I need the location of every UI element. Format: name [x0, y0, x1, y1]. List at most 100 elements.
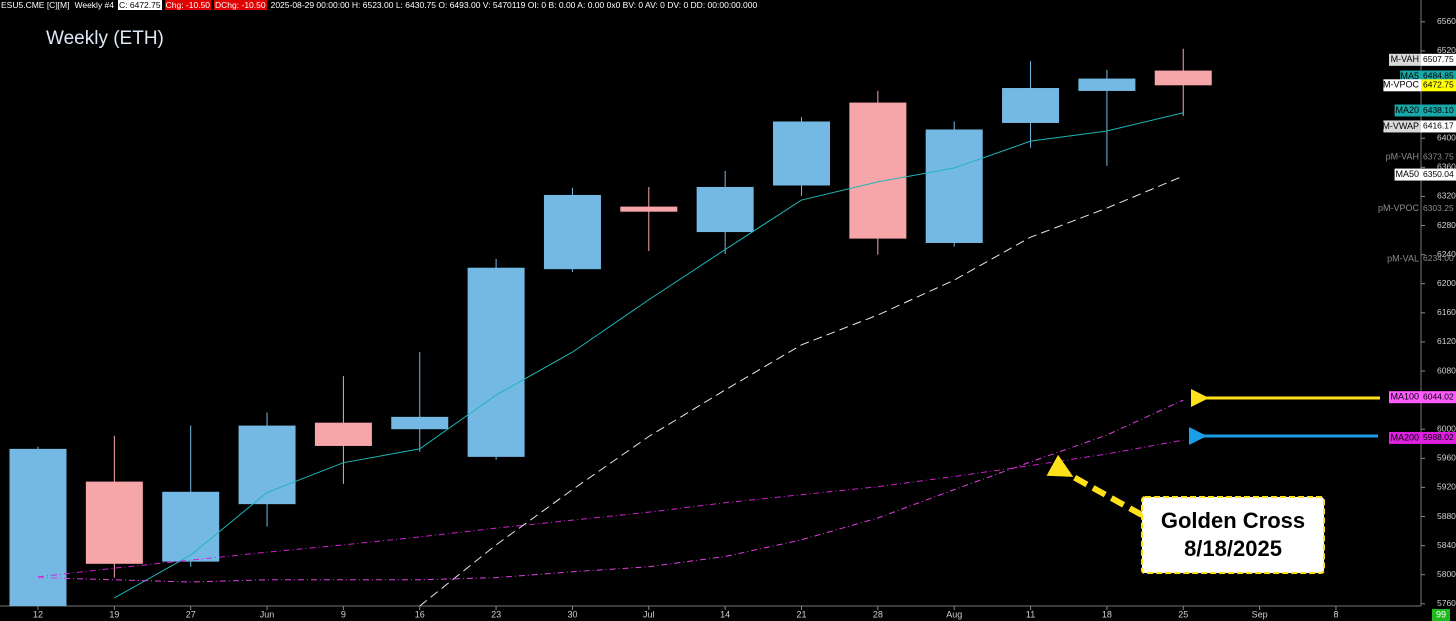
- y-tick-label: 6280: [1437, 220, 1456, 230]
- x-tick-label: 11: [1026, 609, 1035, 619]
- annotation: Golden Cross: [1161, 508, 1305, 533]
- x-tick-label: 18: [1102, 609, 1112, 619]
- price-tag-name: M-VWAP: [1382, 121, 1419, 131]
- x-tick-label: 9: [341, 609, 346, 619]
- y-tick-label: 5760: [1437, 598, 1456, 608]
- price-tag-name-bg: [1389, 53, 1421, 66]
- price-tag-name-bg: [1383, 79, 1421, 92]
- x-tick-label: 12: [33, 609, 43, 619]
- x-tick-label: 25: [1178, 609, 1188, 619]
- y-tick-label: 5840: [1437, 540, 1456, 550]
- price-tag-label: 6350.04: [1423, 169, 1454, 179]
- price-tag-label: 6484.85: [1423, 71, 1454, 81]
- price-tag: [1421, 168, 1456, 181]
- price-tag-name: pM-VPOC: [1378, 203, 1420, 213]
- y-tick-label: 6160: [1437, 307, 1456, 317]
- candle-body: [467, 267, 525, 457]
- header-field: DChg: -10.50: [214, 0, 267, 10]
- candle-body: [925, 129, 983, 243]
- x-tick-label: 30: [567, 609, 577, 619]
- price-tag: [1421, 120, 1456, 133]
- y-tick-label: 6320: [1437, 191, 1456, 201]
- y-tick-label: 5800: [1437, 569, 1456, 579]
- y-tick-label: 6400: [1437, 132, 1456, 142]
- moving-average-line: [419, 175, 1184, 606]
- x-tick-label: 23: [491, 609, 501, 619]
- candle-body: [1002, 88, 1060, 123]
- candle-body: [1078, 78, 1136, 91]
- y-tick-label: 6000: [1437, 423, 1456, 433]
- price-tag-name-bg: [1383, 120, 1421, 133]
- y-tick-label: 6360: [1437, 162, 1456, 172]
- x-tick-label: 28: [873, 609, 883, 619]
- arrow: [1046, 454, 1144, 518]
- x-tick-label: 14: [720, 609, 730, 619]
- candle-body: [85, 481, 143, 564]
- y-tick-label: 6240: [1437, 249, 1456, 259]
- y-tick-label: 5920: [1437, 482, 1456, 492]
- corner-box: [1432, 609, 1450, 621]
- candle-body: [1154, 70, 1212, 86]
- price-tag-label: 6303.25: [1423, 203, 1454, 213]
- y-tick-label: 6120: [1437, 336, 1456, 346]
- header-field: ESU5.CME [C][M]: [1, 0, 70, 10]
- chart-title: Weekly (ETH): [46, 28, 164, 49]
- price-tag: [1421, 104, 1456, 117]
- annotation: 8/18/2025: [1184, 536, 1282, 561]
- header-field: Chg: -10.50: [164, 0, 212, 10]
- y-tick-label: 6560: [1437, 16, 1456, 26]
- x-tick-label: Aug: [946, 609, 962, 619]
- price-tag-label: 6507.75: [1423, 54, 1454, 64]
- x-tick-label: Jul: [643, 609, 655, 619]
- corner-label: 99: [1436, 609, 1446, 619]
- candle-body: [696, 186, 754, 233]
- header-field: Weekly #4: [74, 0, 115, 10]
- price-tag-name: MA100: [1390, 392, 1419, 402]
- price-tag-name: MA20: [1395, 105, 1419, 115]
- moving-average-line: [37, 399, 1184, 583]
- price-tag: [1421, 79, 1456, 92]
- price-tag-label: 6234.00: [1423, 253, 1454, 263]
- price-tag-name: pM-VAL: [1387, 253, 1419, 263]
- x-tick-label: 16: [415, 609, 425, 619]
- y-tick-label: 6200: [1437, 278, 1456, 288]
- plot-area: [9, 48, 1212, 606]
- price-tag-label: 6416.17: [1423, 121, 1454, 131]
- price-tag-label: 5988.02: [1423, 432, 1454, 442]
- x-tick-label: 27: [186, 609, 196, 619]
- price-tag: [1421, 391, 1456, 404]
- price-tag-name: M-VAH: [1391, 54, 1419, 64]
- x-tick-label: Sep: [1252, 609, 1268, 619]
- x-tick-label: Jun: [260, 609, 275, 619]
- price-tag-name-bg: [1389, 431, 1421, 444]
- y-tick-label: 6520: [1437, 45, 1456, 55]
- price-tag-label: 6044.02: [1423, 391, 1454, 401]
- price-tag-name-bg: [1389, 391, 1421, 404]
- candle-body: [849, 102, 907, 239]
- price-tag-name: MA200: [1390, 432, 1419, 442]
- price-tag-label: 6472.75: [1423, 80, 1454, 90]
- price-tag-name: MA50: [1395, 169, 1419, 179]
- annotation-box: [1141, 496, 1325, 574]
- header-field: C: 6472.75: [118, 0, 162, 10]
- candle-body: [391, 416, 449, 430]
- price-tag-name-bg: [1394, 168, 1421, 181]
- header-bar: ESU5.CME [C][M] Weekly #4 C: 6472.75 Chg: -…: [0, 0, 761, 11]
- price-tag-label: 6373.75: [1423, 152, 1454, 162]
- y-tick-label: 6080: [1437, 365, 1456, 375]
- candle-body: [543, 194, 601, 270]
- candle-body: [162, 491, 220, 562]
- candle-body: [9, 448, 67, 606]
- moving-average-line: [37, 439, 1184, 578]
- y-tick-label: 5880: [1437, 511, 1456, 521]
- candle-body: [238, 425, 296, 505]
- y-tick-label: 5960: [1437, 453, 1456, 463]
- price-tag: [1421, 53, 1456, 66]
- header-field: 2025-08-29 00:00:00 H: 6523.00 L: 6430.7…: [270, 0, 758, 10]
- price-tag: [1421, 431, 1456, 444]
- candle-body: [314, 422, 372, 446]
- price-tag-name-bg: [1394, 104, 1421, 117]
- price-tag-label: 6438.10: [1423, 105, 1454, 115]
